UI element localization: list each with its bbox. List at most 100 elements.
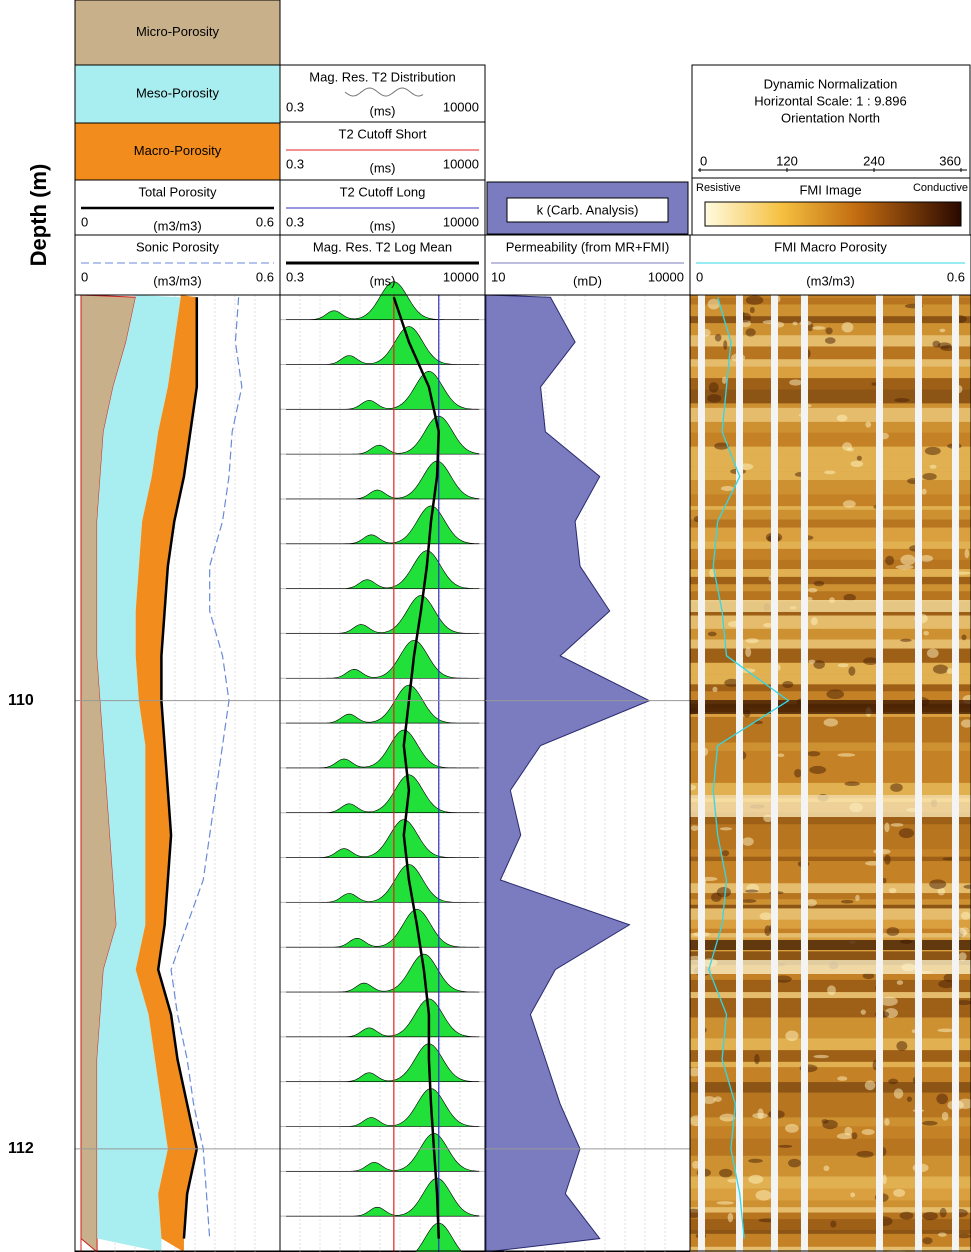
fmi-vug (857, 456, 862, 461)
fmi-pad-gap (952, 295, 959, 1252)
fmi-vug (885, 556, 894, 565)
fmi-vug (785, 1030, 798, 1041)
fmi-vug (850, 1192, 855, 1197)
fmi-band (690, 1050, 971, 1062)
fmi-vug (851, 1132, 857, 1139)
fmi-vug (712, 687, 717, 692)
fmi-vug (959, 952, 967, 961)
fmi-band (690, 528, 971, 542)
fmi-band (690, 849, 971, 856)
fmi-bed (690, 600, 971, 612)
scale-max: 10000 (443, 99, 479, 114)
fmi-vug (746, 638, 759, 643)
azimuth-tick-label: 120 (776, 153, 798, 168)
fmi-vug (938, 1232, 947, 1236)
fmi-vug (939, 329, 945, 333)
fmi-vug (830, 1220, 836, 1227)
fmi-band (690, 298, 971, 304)
fmi-vug (758, 1108, 764, 1119)
core-legend-label: k (Carb. Analysis) (537, 202, 639, 217)
fmi-vug (742, 837, 754, 846)
fmi-vug (821, 1119, 828, 1123)
legend-label: Macro-Porosity (134, 143, 222, 158)
legend-label: Mag. Res. T2 Distribution (309, 69, 455, 84)
fmi-band (690, 893, 971, 899)
fmi-vug (811, 617, 818, 625)
fmi-band (690, 494, 971, 506)
fmi-vug (863, 657, 878, 665)
fmi-vug (808, 588, 817, 593)
fmi-vug (808, 660, 815, 664)
scale-unit: (ms) (370, 103, 396, 118)
fmi-band (690, 861, 971, 864)
fmi-band (690, 1067, 971, 1082)
fmi-vug (717, 1201, 734, 1204)
fmi-vug (748, 1159, 763, 1163)
fmi-vug (888, 1079, 898, 1085)
fmi-vug (722, 377, 727, 384)
fmi-band (690, 878, 971, 883)
fmi-vug (884, 855, 890, 865)
fmi-vug (889, 888, 897, 893)
fmi-band (690, 316, 971, 323)
fmi-band (690, 857, 971, 861)
fmi-band (690, 1031, 971, 1038)
fmi-vug (922, 489, 927, 495)
fmi-vug (746, 328, 756, 336)
legend-label: Micro-Porosity (136, 24, 220, 39)
fmi-vug (825, 327, 832, 334)
fmi-vug (782, 681, 793, 688)
fmi-title: Orientation North (781, 110, 880, 125)
scale-max: 0.6 (256, 269, 274, 284)
fmi-vug (812, 326, 825, 330)
legend-label: Mag. Res. T2 Log Mean (313, 239, 452, 254)
fmi-vug (891, 823, 904, 827)
fmi-band (690, 663, 971, 674)
fmi-band (690, 998, 971, 1012)
legend-label: Sonic Porosity (136, 239, 220, 254)
fmi-vug (940, 1208, 947, 1218)
fmi-vug (760, 912, 773, 920)
fmi-vug (894, 1088, 903, 1098)
scale-max: 0.6 (256, 214, 274, 229)
legend-label: T2 Cutoff Long (340, 184, 426, 199)
fmi-vug (843, 500, 856, 508)
fmi-bed (690, 795, 971, 817)
fmi-vug (709, 382, 719, 392)
fmi-bed (690, 700, 971, 714)
fmi-band (690, 541, 971, 548)
fmi-vug (850, 461, 863, 467)
fmi-vug (824, 470, 835, 474)
fmi-vug (788, 1159, 801, 1168)
fmi-pad-gap (698, 295, 705, 1252)
fmi-band (690, 520, 971, 528)
fmi-band (690, 743, 971, 751)
fmi-vug (842, 442, 852, 451)
fmi-vug (721, 486, 734, 491)
fmi-vug (778, 1145, 792, 1148)
fmi-band (690, 929, 971, 933)
fmi-image (683, 295, 971, 1252)
fmi-band (690, 1017, 971, 1031)
fmi-vug (707, 394, 721, 402)
fmi-vug (838, 663, 849, 667)
fmi-vug (708, 632, 717, 637)
fmi-band (690, 824, 971, 835)
fmi-band (690, 899, 971, 905)
fmi-vug (825, 337, 836, 344)
fmi-vug (894, 398, 909, 402)
fmi-vug (848, 666, 855, 675)
fmi-title: Horizontal Scale: 1 : 9.896 (754, 93, 906, 108)
azimuth-tick-label: 240 (863, 153, 885, 168)
fmi-vug (837, 1133, 853, 1139)
fmi-vug (827, 985, 836, 995)
fmi-band (690, 629, 971, 640)
fmi-band (690, 875, 971, 878)
fmi-bed (690, 960, 971, 974)
fmi-vug (717, 887, 731, 897)
fmi-band (690, 905, 971, 909)
page: Depth (m) Micro-PorosityMeso-PorosityMac… (0, 0, 971, 1252)
fmi-vug (922, 1237, 932, 1244)
fmi-vug (777, 754, 784, 757)
fmi-pad-gap (915, 295, 922, 1252)
